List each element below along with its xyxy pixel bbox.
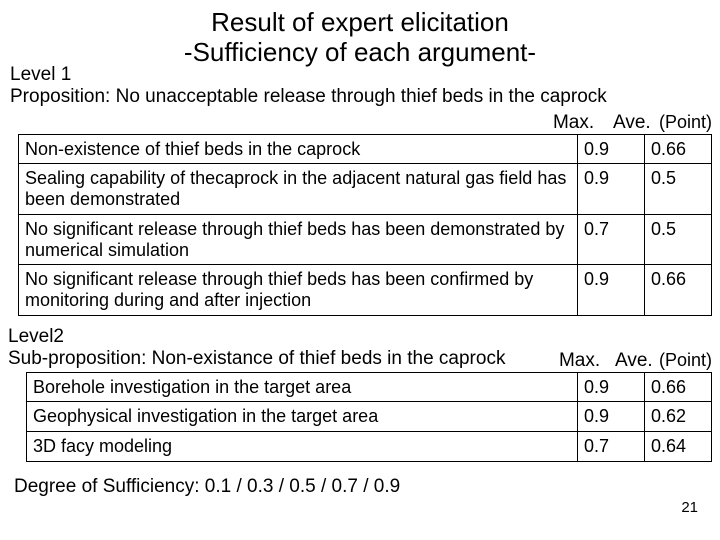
table1: Non-existence of thief beds in the capro… xyxy=(18,134,712,316)
cell-desc: Sealing capability of thecaprock in the … xyxy=(19,164,578,214)
header-ave: Ave. xyxy=(615,350,653,372)
header-point: (Point) xyxy=(659,350,712,372)
cell-ave: 0.66 xyxy=(645,265,712,315)
cell-ave: 0.5 xyxy=(645,164,712,214)
page-number: 21 xyxy=(681,499,698,516)
cell-desc: Borehole investigation in the target are… xyxy=(27,372,578,402)
cell-desc: Non-existence of thief beds in the capro… xyxy=(19,134,578,164)
table1-wrap: Max. Ave. (Point) Non-existence of thief… xyxy=(18,112,712,316)
cell-ave: 0.64 xyxy=(645,431,712,461)
cell-ave: 0.66 xyxy=(645,372,712,402)
cell-desc: 3D facy modeling xyxy=(27,431,578,461)
table-row: Geophysical investigation in the target … xyxy=(27,402,712,432)
table-row: No significant release through thief bed… xyxy=(19,265,712,315)
table-row: Non-existence of thief beds in the capro… xyxy=(19,134,712,164)
header-point: (Point) xyxy=(659,112,712,134)
cell-max: 0.9 xyxy=(578,265,645,315)
footer-legend: Degree of Sufficiency: 0.1 / 0.3 / 0.5 /… xyxy=(0,476,720,498)
cell-max: 0.9 xyxy=(578,164,645,214)
header-max: Max. xyxy=(553,112,607,134)
header-max: Max. xyxy=(559,350,609,372)
table-row: Sealing capability of thecaprock in the … xyxy=(19,164,712,214)
proposition: Proposition: No unacceptable release thr… xyxy=(0,86,720,108)
title-line1: Result of expert elicitation xyxy=(211,7,509,37)
cell-ave: 0.62 xyxy=(645,402,712,432)
table2-headers: Max. Ave. (Point) xyxy=(26,350,712,372)
table2: Borehole investigation in the target are… xyxy=(26,372,712,462)
section2: Level2 Sub-proposition: Non-existance of… xyxy=(0,326,720,462)
cell-max: 0.9 xyxy=(578,372,645,402)
cell-max: 0.7 xyxy=(578,214,645,264)
header-ave: Ave. xyxy=(613,112,653,134)
slide-title: Result of expert elicitation -Sufficienc… xyxy=(0,0,720,68)
cell-ave: 0.66 xyxy=(645,134,712,164)
cell-desc: Geophysical investigation in the target … xyxy=(27,402,578,432)
table2-wrap: Max. Ave. (Point) Borehole investigation… xyxy=(26,350,712,462)
cell-desc: No significant release through thief bed… xyxy=(19,214,578,264)
level2-label: Level2 xyxy=(0,326,720,348)
cell-desc: No significant release through thief bed… xyxy=(19,265,578,315)
table-row: Borehole investigation in the target are… xyxy=(27,372,712,402)
cell-ave: 0.5 xyxy=(645,214,712,264)
table-row: 3D facy modeling 0.7 0.64 xyxy=(27,431,712,461)
table-row: No significant release through thief bed… xyxy=(19,214,712,264)
cell-max: 0.7 xyxy=(578,431,645,461)
cell-max: 0.9 xyxy=(578,134,645,164)
title-line2: -Sufficiency of each argument- xyxy=(184,37,536,67)
cell-max: 0.9 xyxy=(578,402,645,432)
table1-headers: Max. Ave. (Point) xyxy=(18,112,712,134)
